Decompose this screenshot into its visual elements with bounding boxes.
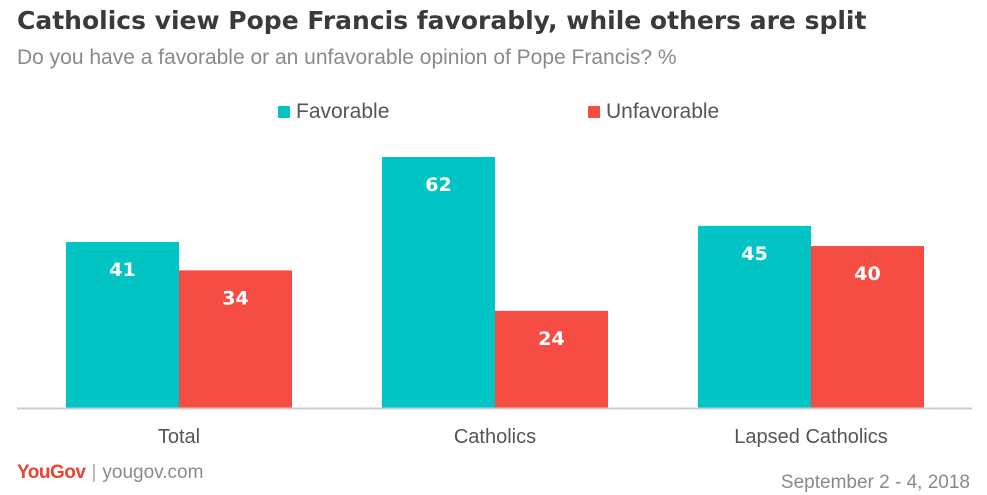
legend-item-unfavorable: Unfavorable xyxy=(588,100,719,124)
x-tick-label: Lapsed Catholics xyxy=(734,426,887,448)
data-label-unfavorable: 24 xyxy=(538,328,564,350)
footer-date: September 2 - 4, 2018 xyxy=(780,472,970,493)
bar-favorable xyxy=(66,242,179,408)
data-label-favorable: 45 xyxy=(741,243,767,265)
legend-label-favorable: Favorable xyxy=(296,100,390,123)
chart-subtitle: Do you have a favorable or an unfavorabl… xyxy=(17,46,677,69)
footer-separator: | xyxy=(91,462,97,483)
legend-swatch-favorable xyxy=(278,106,290,118)
chart-legend: Favorable Unfavorable xyxy=(0,100,987,130)
chart-title: Catholics view Pope Francis favorably, w… xyxy=(17,6,867,35)
x-tick-label: Total xyxy=(158,426,200,448)
data-label-favorable: 41 xyxy=(109,259,135,281)
legend-label-unfavorable: Unfavorable xyxy=(606,100,720,123)
bar-favorable xyxy=(698,225,811,408)
bar-favorable xyxy=(382,157,495,408)
data-label-unfavorable: 40 xyxy=(854,263,880,285)
legend-swatch-unfavorable xyxy=(588,106,600,118)
data-label-unfavorable: 34 xyxy=(222,287,248,309)
bar-unfavorable xyxy=(179,270,292,408)
footer-logo: YouGov | yougov.com xyxy=(17,462,203,484)
footer-url: yougov.com xyxy=(102,462,204,483)
data-label-favorable: 62 xyxy=(425,174,451,196)
yougov-logo: YouGov xyxy=(17,462,86,483)
bar-unfavorable xyxy=(495,310,608,408)
bar-unfavorable xyxy=(811,246,924,408)
legend-item-favorable: Favorable xyxy=(278,100,389,124)
x-tick-label: Catholics xyxy=(454,426,536,448)
